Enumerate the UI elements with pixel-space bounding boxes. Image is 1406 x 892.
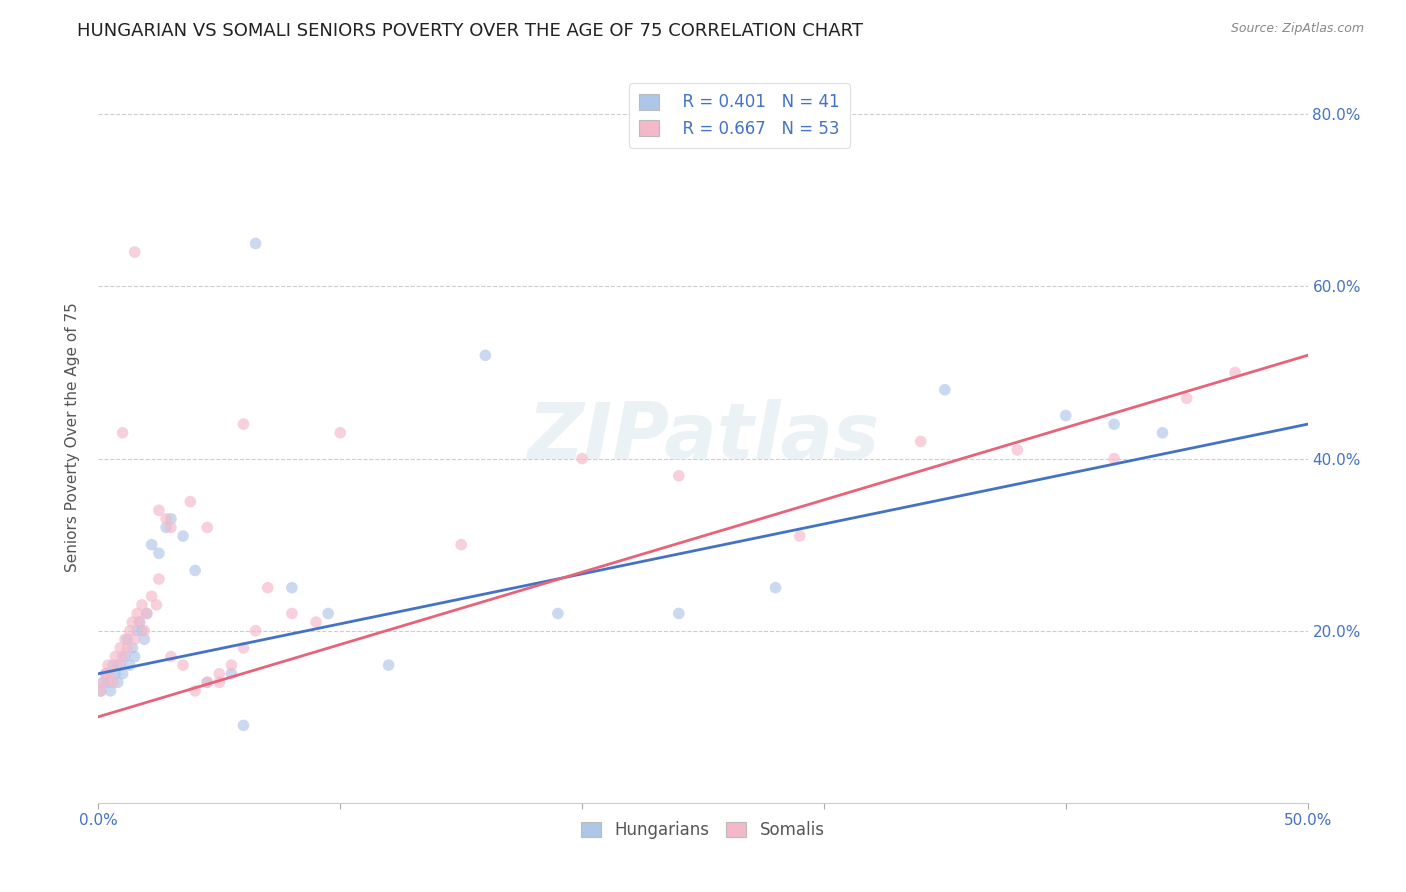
- Point: [160, 520, 183, 534]
- Point: [148, 572, 170, 586]
- Point: [281, 581, 304, 595]
- Point: [245, 236, 267, 251]
- Point: [94, 666, 117, 681]
- Point: [765, 581, 787, 595]
- Point: [160, 512, 183, 526]
- Y-axis label: Seniors Poverty Over the Age of 75: Seniors Poverty Over the Age of 75: [65, 302, 80, 572]
- Point: [124, 632, 146, 647]
- Point: [316, 607, 339, 621]
- Point: [179, 494, 201, 508]
- Point: [145, 598, 167, 612]
- Point: [111, 649, 134, 664]
- Point: [90, 684, 112, 698]
- Point: [256, 581, 278, 595]
- Point: [910, 434, 932, 449]
- Point: [232, 417, 254, 432]
- Point: [1054, 409, 1077, 423]
- Point: [184, 564, 207, 578]
- Point: [160, 649, 183, 664]
- Point: [195, 675, 218, 690]
- Point: [141, 589, 163, 603]
- Point: [101, 658, 124, 673]
- Point: [1175, 392, 1198, 406]
- Point: [111, 666, 134, 681]
- Point: [1007, 442, 1029, 457]
- Point: [104, 666, 127, 681]
- Point: [668, 468, 690, 483]
- Point: [1223, 366, 1246, 380]
- Point: [91, 675, 114, 690]
- Point: [789, 529, 811, 543]
- Point: [135, 607, 157, 621]
- Point: [1102, 451, 1125, 466]
- Point: [131, 598, 153, 612]
- Legend: Hungarians, Somalis: Hungarians, Somalis: [575, 814, 831, 846]
- Point: [97, 675, 120, 690]
- Point: [118, 624, 141, 638]
- Point: [155, 512, 177, 526]
- Point: [94, 666, 117, 681]
- Point: [135, 607, 157, 621]
- Text: Source: ZipAtlas.com: Source: ZipAtlas.com: [1230, 22, 1364, 36]
- Point: [114, 632, 136, 647]
- Point: [1152, 425, 1174, 440]
- Point: [148, 546, 170, 560]
- Point: [107, 658, 129, 673]
- Point: [111, 425, 134, 440]
- Point: [281, 607, 304, 621]
- Point: [97, 658, 120, 673]
- Point: [547, 607, 569, 621]
- Point: [305, 615, 328, 629]
- Point: [377, 658, 399, 673]
- Point: [127, 607, 149, 621]
- Point: [1102, 417, 1125, 432]
- Point: [172, 529, 194, 543]
- Point: [128, 615, 150, 629]
- Point: [184, 684, 207, 698]
- Point: [141, 538, 163, 552]
- Point: [208, 675, 231, 690]
- Point: [148, 503, 170, 517]
- Point: [172, 658, 194, 673]
- Point: [91, 675, 114, 690]
- Point: [208, 666, 231, 681]
- Point: [127, 624, 149, 638]
- Point: [107, 675, 129, 690]
- Point: [221, 658, 243, 673]
- Point: [245, 624, 267, 638]
- Point: [232, 718, 254, 732]
- Point: [118, 658, 141, 673]
- Point: [450, 538, 472, 552]
- Point: [934, 383, 956, 397]
- Point: [221, 666, 243, 681]
- Point: [134, 632, 156, 647]
- Point: [329, 425, 352, 440]
- Point: [128, 615, 150, 629]
- Point: [121, 640, 143, 655]
- Point: [131, 624, 153, 638]
- Point: [474, 348, 496, 362]
- Point: [124, 649, 146, 664]
- Text: HUNGARIAN VS SOMALI SENIORS POVERTY OVER THE AGE OF 75 CORRELATION CHART: HUNGARIAN VS SOMALI SENIORS POVERTY OVER…: [77, 22, 863, 40]
- Point: [134, 624, 156, 638]
- Point: [155, 520, 177, 534]
- Point: [195, 675, 218, 690]
- Text: ZIPatlas: ZIPatlas: [527, 399, 879, 475]
- Point: [232, 640, 254, 655]
- Point: [571, 451, 593, 466]
- Point: [114, 649, 136, 664]
- Point: [100, 684, 122, 698]
- Point: [124, 245, 146, 260]
- Point: [104, 649, 127, 664]
- Point: [668, 607, 690, 621]
- Point: [90, 684, 112, 698]
- Point: [117, 632, 139, 647]
- Point: [108, 640, 131, 655]
- Point: [101, 675, 124, 690]
- Point: [121, 615, 143, 629]
- Point: [100, 666, 122, 681]
- Point: [195, 520, 218, 534]
- Point: [117, 640, 139, 655]
- Point: [108, 658, 131, 673]
